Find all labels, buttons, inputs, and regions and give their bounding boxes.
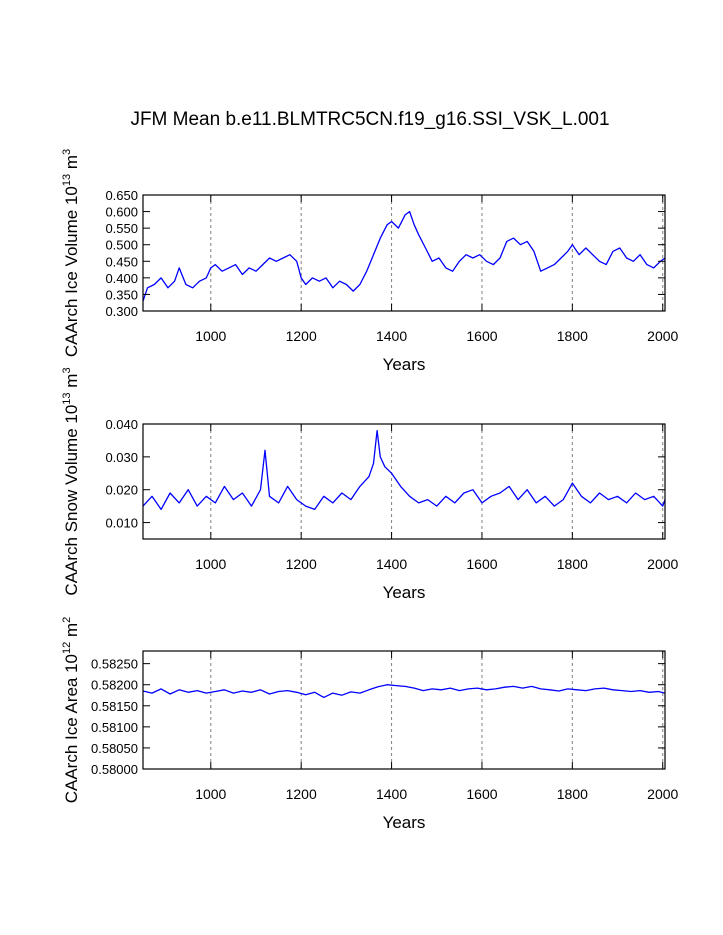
y-tick-label: 0.010 — [105, 516, 138, 531]
x-axis-label: Years — [383, 583, 426, 602]
plot-frame — [142, 194, 666, 312]
y-label-unit: m — [62, 374, 81, 393]
page-title: JFM Mean b.e11.BLMTRC5CN.f19_g16.SSI_VSK… — [130, 109, 609, 130]
chart-panel-2: 1000 1200 1400 1600 1800 2000 0.010 0.020 0.030 0… — [61, 367, 679, 602]
y-tick-label: 0.400 — [105, 271, 138, 286]
x-tick-label: 1000 — [195, 786, 226, 802]
y-tick-label: 0.58200 — [91, 678, 138, 693]
x-axis-label: Years — [383, 813, 426, 832]
x-tick-label: 1400 — [376, 786, 407, 802]
y-tick-label: 0.350 — [105, 287, 138, 302]
y-tick-label: 0.450 — [105, 254, 138, 269]
x-tick-label: 1800 — [557, 328, 588, 344]
x-tick-label: 1400 — [376, 328, 407, 344]
y-label-main: CAArch Ice Area 10 — [62, 654, 81, 803]
y-tick-label: 0.500 — [105, 238, 138, 253]
series-line — [142, 684, 666, 699]
y-tick-label: 0.030 — [105, 450, 138, 465]
y-label-unit-exponent: 3 — [61, 367, 73, 373]
y-tick-label: 0.58150 — [91, 699, 138, 714]
x-tick-label: 1800 — [557, 786, 588, 802]
y-label-main: CAArch Snow Volume 10 — [62, 405, 81, 596]
y-label-exponent: 13 — [61, 392, 73, 404]
series-line — [142, 210, 666, 302]
y-label-unit: m — [62, 155, 81, 174]
y-tick-label: 0.600 — [105, 205, 138, 220]
chart-panel-3: 1000 1200 1400 1600 1800 2000 0.58000 0.58050 0.… — [61, 617, 679, 832]
x-tick-label: 2000 — [647, 556, 678, 572]
y-label-unit: m — [62, 623, 81, 642]
plot-frame — [142, 650, 666, 770]
x-axis-label: Years — [383, 355, 426, 374]
y-tick-label: 0.650 — [105, 188, 138, 203]
x-tick-label: 1000 — [195, 328, 226, 344]
y-label-exponent: 12 — [61, 642, 73, 654]
x-tick-label: 1000 — [195, 556, 226, 572]
x-tick-label: 1600 — [466, 556, 497, 572]
y-axis-label: CAArch Snow Volume 1013 m3 — [61, 367, 81, 595]
y-tick-label: 0.020 — [105, 483, 138, 498]
y-axis-label: CAArch Ice Volume 1013 m3 — [61, 149, 81, 357]
x-tick-label: 2000 — [647, 786, 678, 802]
x-tick-label: 1800 — [557, 556, 588, 572]
y-label-main: CAArch Ice Volume 10 — [62, 186, 81, 357]
x-tick-label: 2000 — [647, 328, 678, 344]
y-tick-label: 0.550 — [105, 221, 138, 236]
x-tick-label: 1200 — [286, 786, 317, 802]
y-tick-label: 0.300 — [105, 304, 138, 319]
y-tick-label: 0.58100 — [91, 720, 138, 735]
y-axis-label: CAArch Ice Area 1012 m2 — [61, 617, 81, 804]
y-label-unit-exponent: 2 — [61, 617, 73, 623]
y-label-exponent: 13 — [61, 174, 73, 186]
x-tick-label: 1600 — [466, 328, 497, 344]
y-tick-label: 0.58050 — [91, 741, 138, 756]
plot-frame — [142, 423, 666, 540]
x-tick-label: 1200 — [286, 328, 317, 344]
y-tick-label: 0.58000 — [91, 762, 138, 777]
x-tick-label: 1400 — [376, 556, 407, 572]
y-tick-label: 0.58250 — [91, 657, 138, 672]
x-tick-label: 1200 — [286, 556, 317, 572]
x-tick-label: 1600 — [466, 786, 497, 802]
series-line — [142, 429, 666, 511]
y-label-unit-exponent: 3 — [61, 149, 73, 155]
y-tick-label: 0.040 — [105, 417, 138, 432]
